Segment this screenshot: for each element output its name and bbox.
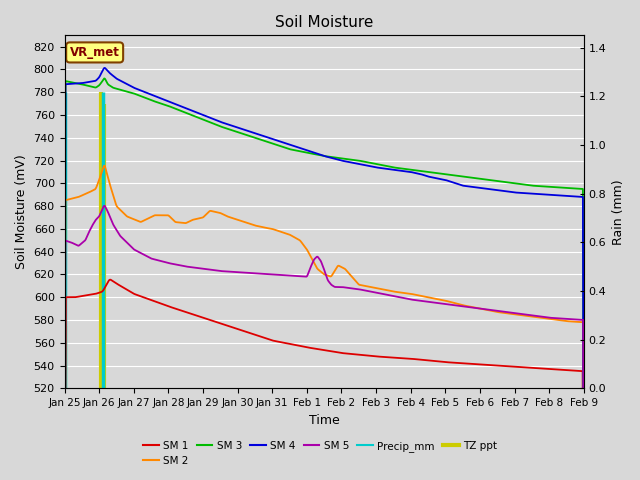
Y-axis label: Rain (mm): Rain (mm) — [612, 179, 625, 245]
Title: Soil Moisture: Soil Moisture — [275, 15, 373, 30]
X-axis label: Time: Time — [309, 414, 340, 427]
Text: VR_met: VR_met — [70, 46, 120, 59]
Y-axis label: Soil Moisture (mV): Soil Moisture (mV) — [15, 155, 28, 269]
Legend: SM 1, SM 2, SM 3, SM 4, SM 5, Precip_mm, TZ ppt: SM 1, SM 2, SM 3, SM 4, SM 5, Precip_mm,… — [139, 436, 501, 470]
